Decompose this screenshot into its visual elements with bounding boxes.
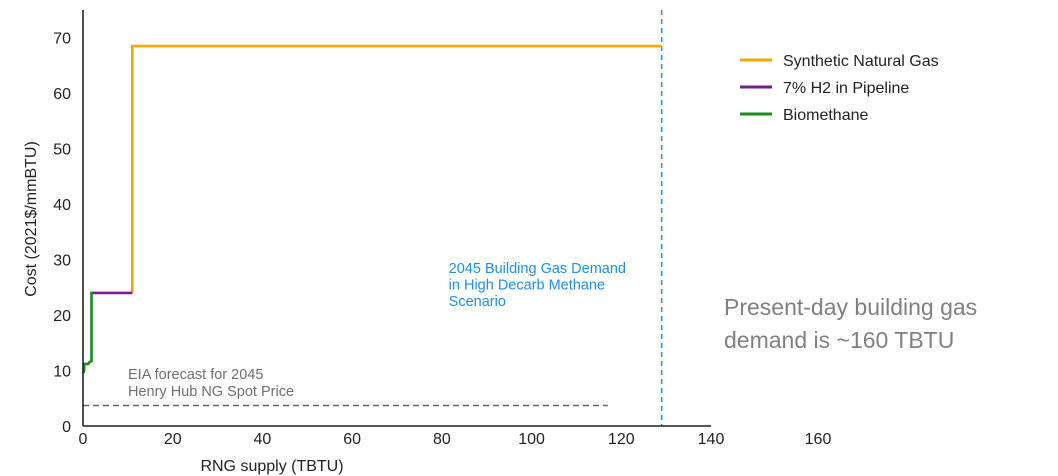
series-line-3	[81, 291, 93, 374]
legend: Synthetic Natural Gas 7% H2 in Pipeline Bi…	[740, 53, 939, 124]
note-line-1: Present-day building gas	[724, 294, 978, 320]
y-tick-label: 60	[53, 86, 71, 103]
y-tick-label: 30	[53, 253, 71, 270]
y-tick-label: 20	[53, 308, 71, 325]
y-axis-title: Cost (2021$/mmBTU)	[23, 141, 40, 297]
legend-label: 7% H2 in Pipeline	[783, 80, 909, 97]
y-tick-labels: 0 10 20 30 40 50 60 70	[53, 31, 71, 436]
x-axis-title: RNG supply (TBTU)	[200, 458, 343, 475]
axes	[82, 10, 711, 427]
x-tick-label: 140	[698, 431, 725, 448]
building-demand-2045-label-line: in High Decarb Methane	[449, 278, 605, 294]
y-tick-label: 70	[53, 31, 71, 48]
y-tick-label: 10	[53, 364, 71, 381]
x-tick-label: 60	[343, 431, 361, 448]
x-tick-label: 100	[518, 431, 545, 448]
x-tick-labels: 0 20 40 60 80 100 120 140	[79, 431, 725, 448]
x-tick-label: 120	[608, 431, 635, 448]
eia-forecast-label-line: EIA forecast for 2045	[128, 367, 263, 383]
eia-forecast-label: EIA forecast for 2045 Henry Hub NG Spot P…	[128, 367, 294, 400]
legend-label: Synthetic Natural Gas	[783, 53, 939, 70]
building-demand-2045-label: 2045 Building Gas Demand in High Decarb M…	[449, 261, 626, 310]
y-tick-label: 50	[53, 142, 71, 159]
building-demand-2045-label-line: 2045 Building Gas Demand	[449, 261, 626, 277]
reference-lines: 2045 Building Gas Demand in High Decarb M…	[83, 10, 663, 426]
x-tick-label: 20	[164, 431, 182, 448]
present-day-demand-note: Present-day building gas demand is ~160 …	[724, 291, 1054, 357]
legend-label: Biomethane	[783, 107, 868, 124]
y-tick-label: 0	[62, 419, 71, 436]
building-demand-2045-label-line: Scenario	[449, 294, 506, 310]
x-tick-label: 40	[254, 431, 272, 448]
eia-forecast-label-line: Henry Hub NG Spot Price	[128, 384, 294, 400]
x-tick-label-extra: 160	[805, 431, 832, 448]
note-line-2: demand is ~160 TBTU	[724, 327, 955, 353]
series-lines	[81, 44, 662, 374]
x-tick-label: 80	[433, 431, 451, 448]
y-tick-label: 40	[53, 197, 71, 214]
x-tick-label: 0	[79, 431, 88, 448]
series-line-1	[131, 44, 662, 293]
